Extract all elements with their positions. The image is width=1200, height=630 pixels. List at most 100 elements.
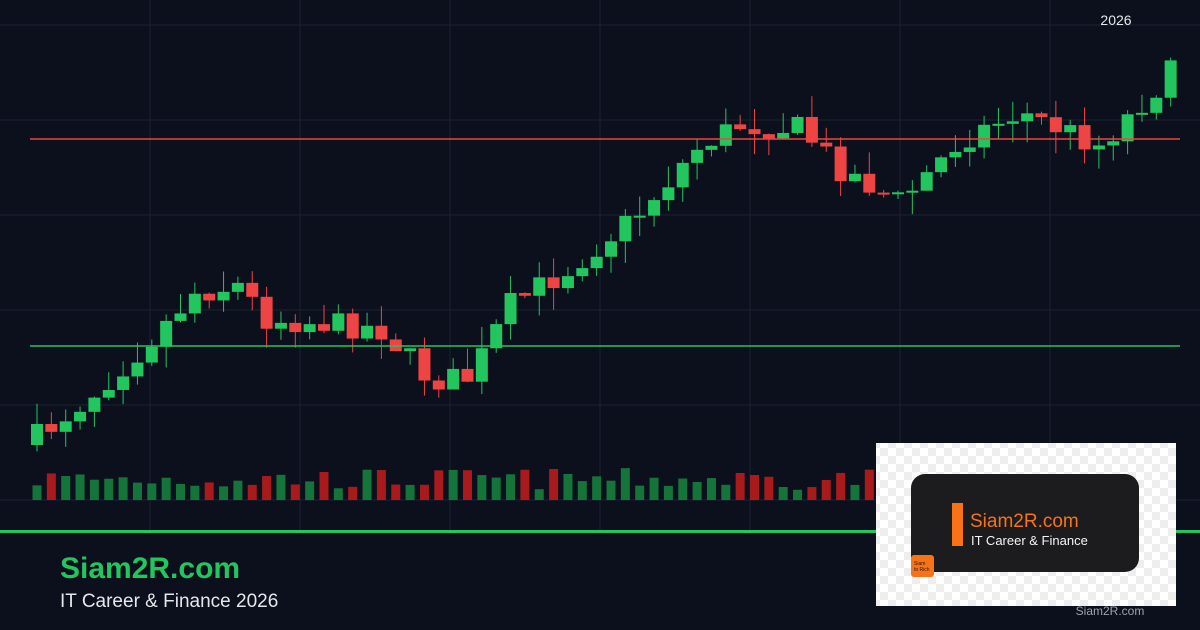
volume-bar xyxy=(419,484,429,500)
candle-body xyxy=(1092,145,1105,150)
candle-body xyxy=(848,173,861,182)
candle-body xyxy=(375,325,388,340)
candle-body xyxy=(877,192,890,195)
candle-body xyxy=(734,124,747,130)
candle-body xyxy=(619,215,632,242)
candle-body xyxy=(892,192,904,195)
logo-tagline: IT Career & Finance xyxy=(971,533,1088,548)
candle-body xyxy=(45,424,58,432)
volume-bar xyxy=(506,474,516,500)
volume-bar xyxy=(61,476,71,500)
volume-bar xyxy=(606,480,616,500)
volume-bar xyxy=(46,473,56,500)
candle-body xyxy=(504,293,517,325)
candle-body xyxy=(231,282,244,292)
logo-badge xyxy=(911,555,934,577)
candle-body xyxy=(533,277,546,296)
volume-bar xyxy=(405,484,415,500)
candle-body xyxy=(561,276,574,289)
candle-body xyxy=(361,325,374,339)
candle-body xyxy=(748,129,761,135)
candle-body xyxy=(1121,114,1134,142)
volume-bars xyxy=(32,468,874,500)
logo-name: Siam2R.com xyxy=(970,511,1079,532)
candle-body xyxy=(461,368,474,382)
year-label: 2026 xyxy=(1100,12,1131,28)
candle-body xyxy=(547,277,560,289)
volume-bar xyxy=(219,486,229,500)
candle-body xyxy=(490,324,503,349)
candle-body xyxy=(605,241,617,257)
candle-body xyxy=(74,411,87,422)
candle-body xyxy=(705,145,718,150)
candle-body xyxy=(762,134,775,139)
candle-body xyxy=(88,397,101,412)
candle-body xyxy=(920,172,933,191)
candle-body xyxy=(447,368,460,390)
candle-body xyxy=(518,293,531,296)
volume-bar xyxy=(649,477,659,500)
volume-bar xyxy=(448,469,458,500)
volume-bar xyxy=(463,470,472,500)
candle-body xyxy=(978,124,991,148)
volume-bar xyxy=(477,475,487,500)
candle-body xyxy=(346,313,359,339)
volume-bar xyxy=(850,484,860,500)
volume-bar xyxy=(793,489,803,500)
volume-bar xyxy=(864,469,874,500)
volume-bar xyxy=(549,469,559,500)
volume-bar xyxy=(635,485,645,500)
candle-body xyxy=(131,362,144,377)
volume-bar xyxy=(678,478,688,500)
volume-bar xyxy=(391,484,401,500)
candle-body xyxy=(1135,112,1148,115)
candle-body xyxy=(1049,117,1062,133)
candle-body xyxy=(1078,125,1091,150)
volume-bar xyxy=(89,479,99,500)
logo-badge-text: to Rich xyxy=(914,567,930,573)
candle-body xyxy=(418,348,431,381)
candle-body xyxy=(174,313,187,321)
volume-bar xyxy=(204,482,214,500)
candle-body xyxy=(332,313,345,331)
volume-bar xyxy=(778,487,788,500)
candle-body xyxy=(102,389,115,398)
volume-bar xyxy=(190,485,200,500)
candle-body xyxy=(1064,125,1077,133)
candle-body xyxy=(648,200,661,216)
candle-body xyxy=(318,324,330,331)
volume-bar xyxy=(118,477,128,500)
candle-body xyxy=(1035,113,1048,118)
volume-bar xyxy=(32,485,42,500)
volume-bar xyxy=(721,484,731,500)
candle-body xyxy=(1006,121,1019,124)
volume-bar xyxy=(735,472,745,500)
candle-body xyxy=(992,123,1005,126)
logo-badge-text: Siam xyxy=(914,561,925,567)
volume-bar xyxy=(577,481,587,500)
candle-body xyxy=(863,173,876,193)
volume-bar xyxy=(592,476,602,500)
candle-body xyxy=(145,346,158,363)
volume-bar xyxy=(247,484,257,500)
volume-bar xyxy=(262,476,272,500)
candle-body xyxy=(31,424,43,445)
candle-body xyxy=(303,324,316,333)
volume-bar xyxy=(807,487,817,500)
volume-bar xyxy=(491,477,501,500)
volume-bar xyxy=(836,472,846,500)
candle-body xyxy=(289,322,302,333)
candlesticks xyxy=(31,57,1177,452)
brand-title: Siam2R.com xyxy=(60,552,240,585)
volume-bar xyxy=(821,479,831,500)
candle-body xyxy=(432,380,445,390)
volume-bar xyxy=(692,482,702,500)
volume-bar xyxy=(434,470,444,500)
volume-bar xyxy=(563,473,573,500)
volume-bar xyxy=(132,482,142,500)
volume-bar xyxy=(319,471,329,500)
volume-bar xyxy=(750,475,759,500)
candle-body xyxy=(662,187,675,201)
volume-bar xyxy=(305,481,315,500)
